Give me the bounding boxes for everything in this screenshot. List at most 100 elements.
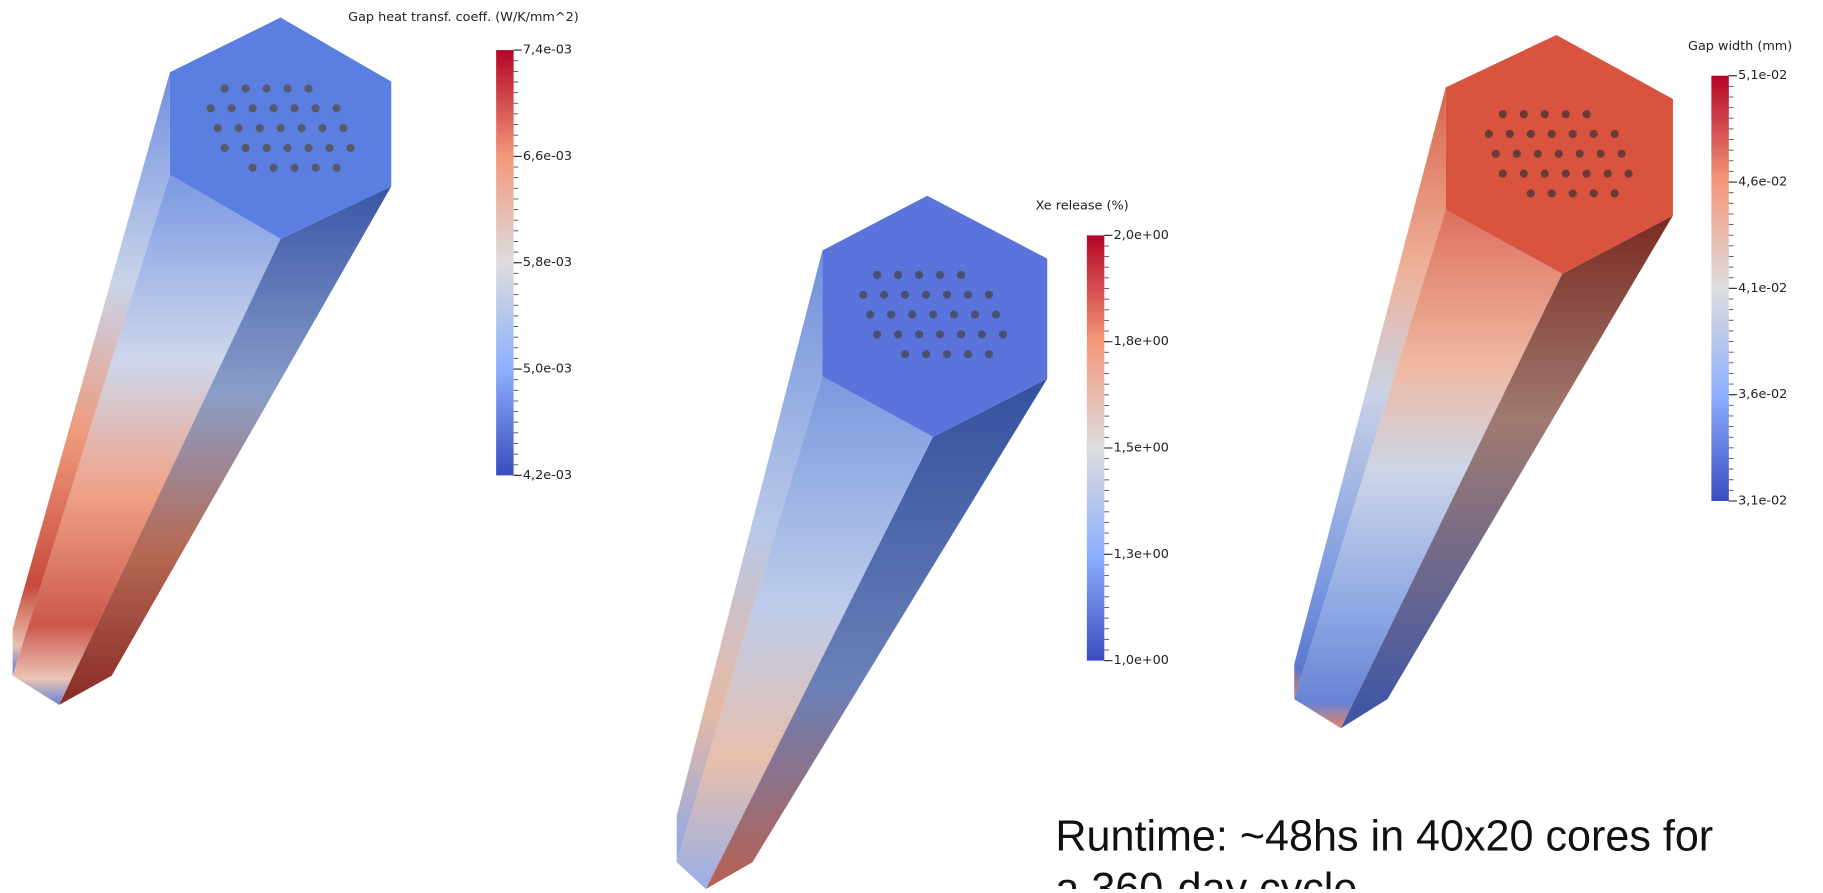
pin-marker — [1527, 189, 1535, 197]
colorbar-label: 3,6e-02 — [1738, 387, 1787, 402]
pin-marker — [1548, 189, 1556, 197]
pin-marker — [1499, 170, 1507, 178]
pin-marker — [346, 144, 354, 152]
pin-marker — [929, 311, 937, 319]
pin-marker — [922, 350, 930, 358]
pin-marker — [936, 330, 944, 338]
pin-marker — [873, 330, 881, 338]
pin-marker — [894, 271, 902, 279]
pin-marker — [971, 311, 979, 319]
pin-marker — [894, 330, 902, 338]
pin-marker — [978, 330, 986, 338]
pin-marker — [915, 271, 923, 279]
pin-marker — [1527, 130, 1535, 138]
colorbar-label: 5,8e-03 — [523, 255, 572, 270]
pin-marker — [936, 271, 944, 279]
pin-marker — [242, 144, 250, 152]
pin-marker — [263, 84, 271, 92]
pin-marker — [943, 291, 951, 299]
colorbar-label: 7,4e-03 — [523, 43, 572, 58]
pin-marker — [256, 124, 264, 132]
pin-marker — [235, 124, 243, 132]
pin-marker — [332, 104, 340, 112]
pin-marker — [1625, 170, 1633, 178]
pin-marker — [1492, 150, 1500, 158]
pin-marker — [985, 291, 993, 299]
pin-marker — [957, 271, 965, 279]
pin-marker — [249, 164, 257, 172]
pin-marker — [1576, 150, 1584, 158]
pin-marker — [214, 124, 222, 132]
pin-marker — [964, 350, 972, 358]
colorbar-label: 4,1e-02 — [1738, 281, 1787, 296]
rod-render — [677, 196, 1048, 889]
pin-marker — [311, 164, 319, 172]
colorbar-title: Xe release (%) — [1036, 199, 1129, 214]
pin-marker — [999, 330, 1007, 338]
pin-marker — [1506, 130, 1514, 138]
pin-marker — [242, 84, 250, 92]
pin-marker — [290, 104, 298, 112]
pin-marker — [290, 164, 298, 172]
colorbar-label: 1,8e+00 — [1114, 334, 1169, 349]
pin-marker — [1569, 189, 1577, 197]
pin-marker — [221, 144, 229, 152]
pin-marker — [1590, 189, 1598, 197]
rod-render — [13, 17, 392, 704]
pin-marker — [1604, 170, 1612, 178]
pin-marker — [887, 311, 895, 319]
pin-marker — [1485, 130, 1493, 138]
pin-marker — [901, 350, 909, 358]
colorbar — [496, 50, 513, 475]
pin-marker — [859, 291, 867, 299]
colorbar — [1087, 235, 1104, 660]
pin-marker — [1520, 170, 1528, 178]
pin-marker — [1541, 110, 1549, 118]
pin-marker — [270, 104, 278, 112]
pin-marker — [1618, 150, 1626, 158]
pin-marker — [1562, 170, 1570, 178]
pin-marker — [964, 291, 972, 299]
colorbar-title: Gap heat transf. coeff. (W/K/mm^2) — [348, 10, 579, 25]
pin-marker — [1534, 150, 1542, 158]
rod-render — [1294, 35, 1673, 728]
pin-marker — [1611, 189, 1619, 197]
page: {"panels": [ {"title": "Gap heat transf.… — [0, 0, 1823, 893]
pin-marker — [1541, 170, 1549, 178]
scene: Runtime: ~48hs in 40x20 cores for a 360-… — [0, 0, 1823, 889]
pin-marker — [304, 144, 312, 152]
pin-marker — [943, 350, 951, 358]
pin-marker — [283, 84, 291, 92]
colorbar-label: 6,6e-03 — [523, 149, 572, 164]
pin-marker — [908, 311, 916, 319]
colorbar-label: 1,3e+00 — [1114, 547, 1169, 562]
pin-marker — [277, 124, 285, 132]
pin-marker — [992, 311, 1000, 319]
colorbar-label: 4,6e-02 — [1738, 175, 1787, 190]
colorbar — [1711, 76, 1728, 501]
pin-marker — [985, 350, 993, 358]
pin-marker — [957, 330, 965, 338]
pin-marker — [283, 144, 291, 152]
pin-marker — [915, 330, 923, 338]
pin-marker — [1590, 130, 1598, 138]
caption-line: a 360-day cycle — [1055, 865, 1357, 889]
pin-marker — [228, 104, 236, 112]
pin-marker — [1555, 150, 1563, 158]
pin-marker — [1597, 150, 1605, 158]
colorbar-label: 5,0e-03 — [523, 362, 572, 377]
pin-marker — [304, 84, 312, 92]
pin-marker — [1520, 110, 1528, 118]
pin-marker — [1562, 110, 1570, 118]
pin-marker — [1583, 110, 1591, 118]
pin-marker — [332, 164, 340, 172]
colorbar-label: 5,1e-02 — [1738, 68, 1787, 83]
pin-marker — [311, 104, 319, 112]
pin-marker — [270, 164, 278, 172]
pin-marker — [1548, 130, 1556, 138]
colorbar-label: 1,5e+00 — [1114, 440, 1169, 455]
caption-line: Runtime: ~48hs in 40x20 cores for — [1055, 813, 1713, 861]
pin-marker — [207, 104, 215, 112]
pin-marker — [950, 311, 958, 319]
pin-marker — [922, 291, 930, 299]
